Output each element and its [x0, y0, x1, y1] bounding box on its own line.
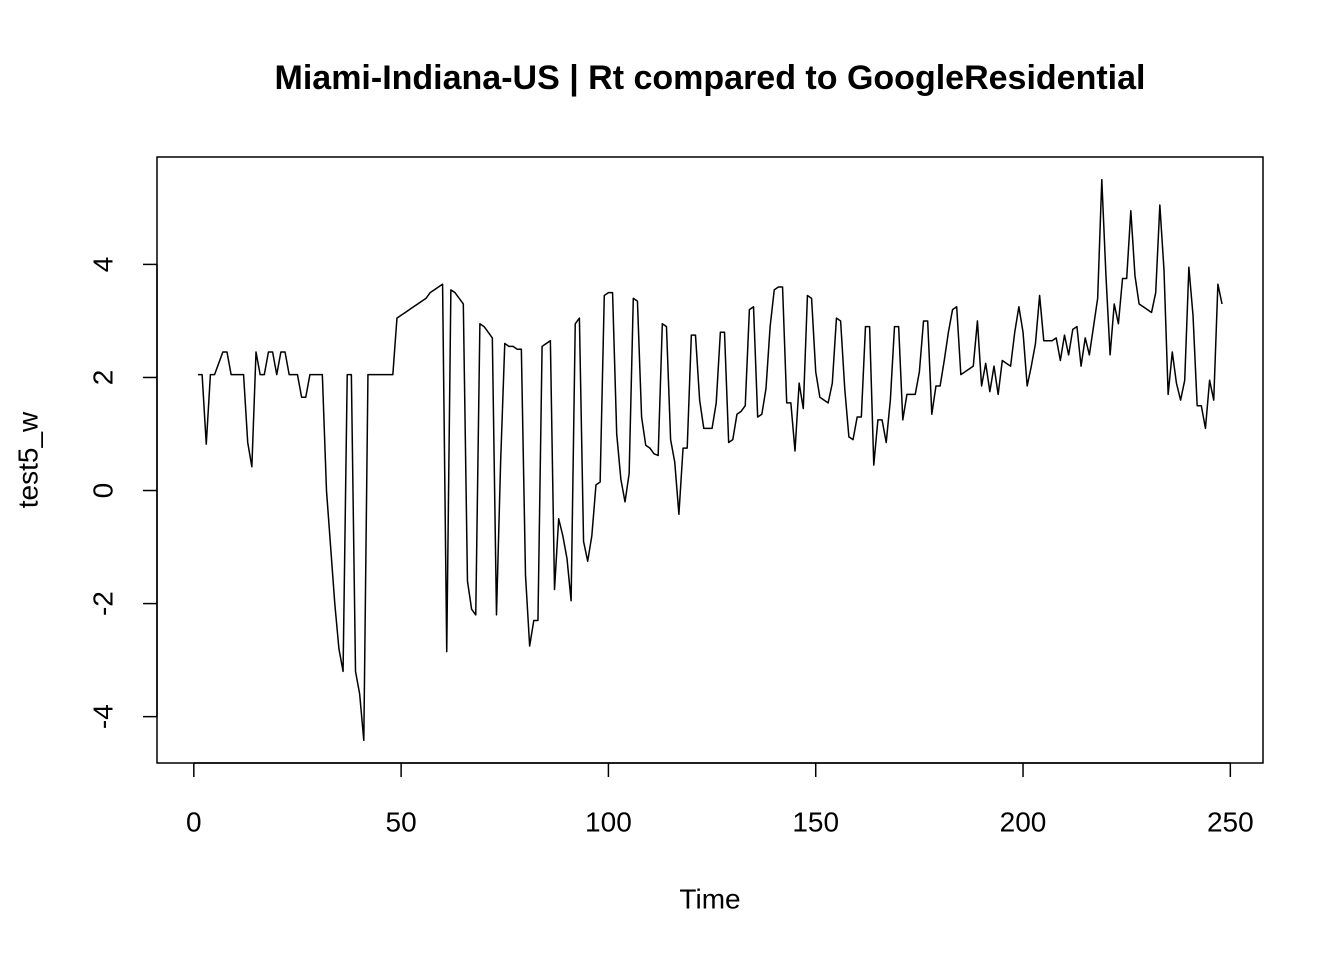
x-tick-label: 50 — [386, 806, 417, 837]
y-tick-label: -4 — [87, 704, 118, 729]
x-tick-label: 150 — [792, 806, 839, 837]
y-tick-label: -2 — [87, 591, 118, 616]
y-tick-label: 4 — [87, 257, 118, 273]
x-tick-label: 250 — [1207, 806, 1254, 837]
chart-title: Miami-Indiana-US | Rt compared to Google… — [275, 59, 1146, 97]
y-axis-label: test5_w — [12, 411, 43, 508]
plot-box — [156, 156, 1264, 764]
x-tick-label: 200 — [1000, 806, 1047, 837]
y-tick-label: 2 — [87, 370, 118, 386]
x-axis-label: Time — [679, 883, 740, 914]
x-tick-label: 100 — [585, 806, 632, 837]
series-line — [197, 178, 1223, 742]
x-tick-label: 0 — [186, 806, 202, 837]
y-tick-label: 0 — [87, 483, 118, 499]
